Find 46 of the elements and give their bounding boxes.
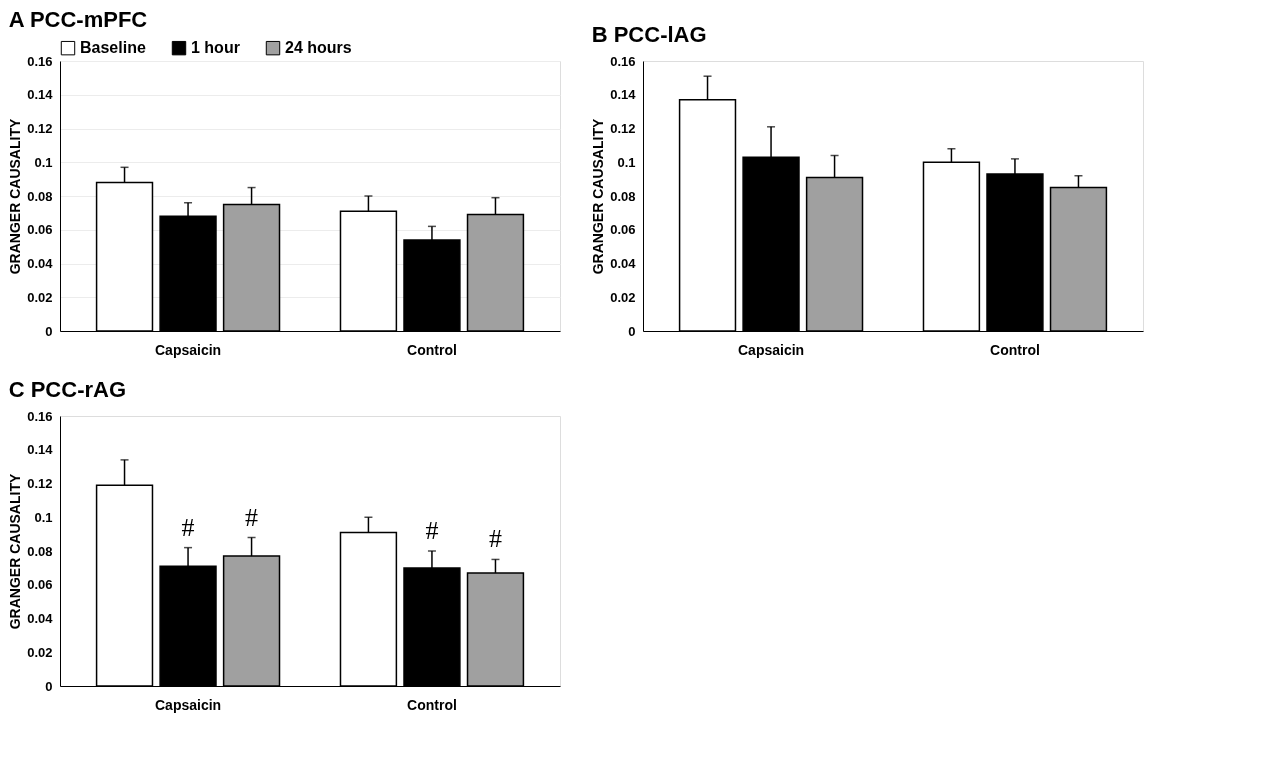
y-tick-label: 0.04 <box>610 256 637 271</box>
chart-title: C PCC-rAG <box>8 377 127 402</box>
x-tick-label: Capsaicin <box>154 696 222 713</box>
legend-label: 24 hours <box>285 39 352 57</box>
y-axis-title: GRANGER CAUSALITY <box>7 473 24 630</box>
y-tick-label: 0.08 <box>27 543 53 559</box>
y-tick-label: 0 <box>628 323 636 339</box>
legend-label: 1 hour <box>191 39 240 57</box>
y-tick-label: 0.1 <box>617 154 636 170</box>
y-tick-label: 0.04 <box>27 256 54 271</box>
y-tick-label: 0.14 <box>27 442 54 458</box>
y-tick-label: 0.06 <box>27 222 53 238</box>
y-tick-label: 0 <box>45 678 53 694</box>
x-tick-label: Control <box>407 696 457 713</box>
y-tick-label: 0.02 <box>27 644 53 660</box>
y-tick-label: 0.04 <box>27 611 54 626</box>
y-tick-label: 0.02 <box>610 289 636 305</box>
x-tick-label: Control <box>990 341 1040 358</box>
annotation: # <box>245 502 259 532</box>
annotation: # <box>181 512 195 542</box>
annotation: # <box>425 516 439 545</box>
y-tick-label: 0.02 <box>27 289 53 305</box>
y-tick-label: 0.08 <box>27 188 53 204</box>
y-tick-label: 0.06 <box>610 222 636 238</box>
y-tick-label: 0.08 <box>610 188 636 204</box>
y-tick-label: 0.12 <box>27 476 53 491</box>
y-tick-label: 0.14 <box>610 87 637 103</box>
x-tick-label: Capsaicin <box>154 341 222 358</box>
y-tick-label: 0.16 <box>27 408 53 424</box>
y-tick-label: 0 <box>45 323 53 339</box>
x-tick-label: Control <box>407 341 457 358</box>
chart-title: A PCC-mPFC <box>8 7 148 32</box>
y-tick-label: 0.14 <box>27 87 54 103</box>
y-tick-label: 0.1 <box>34 154 53 170</box>
annotation: # <box>488 524 502 554</box>
x-tick-label: Capsaicin <box>737 341 805 358</box>
y-tick-label: 0.06 <box>27 577 53 593</box>
y-tick-label: 0.1 <box>34 509 53 525</box>
y-axis-title: GRANGER CAUSALITY <box>590 118 607 275</box>
y-tick-label: 0.16 <box>27 53 53 69</box>
y-tick-label: 0.12 <box>610 121 636 136</box>
chart-title: B PCC-lAG <box>591 22 707 47</box>
y-tick-label: 0.12 <box>27 121 53 136</box>
y-axis-title: GRANGER CAUSALITY <box>7 118 24 275</box>
y-tick-label: 0.16 <box>610 53 636 69</box>
legend-label: Baseline <box>80 39 146 57</box>
